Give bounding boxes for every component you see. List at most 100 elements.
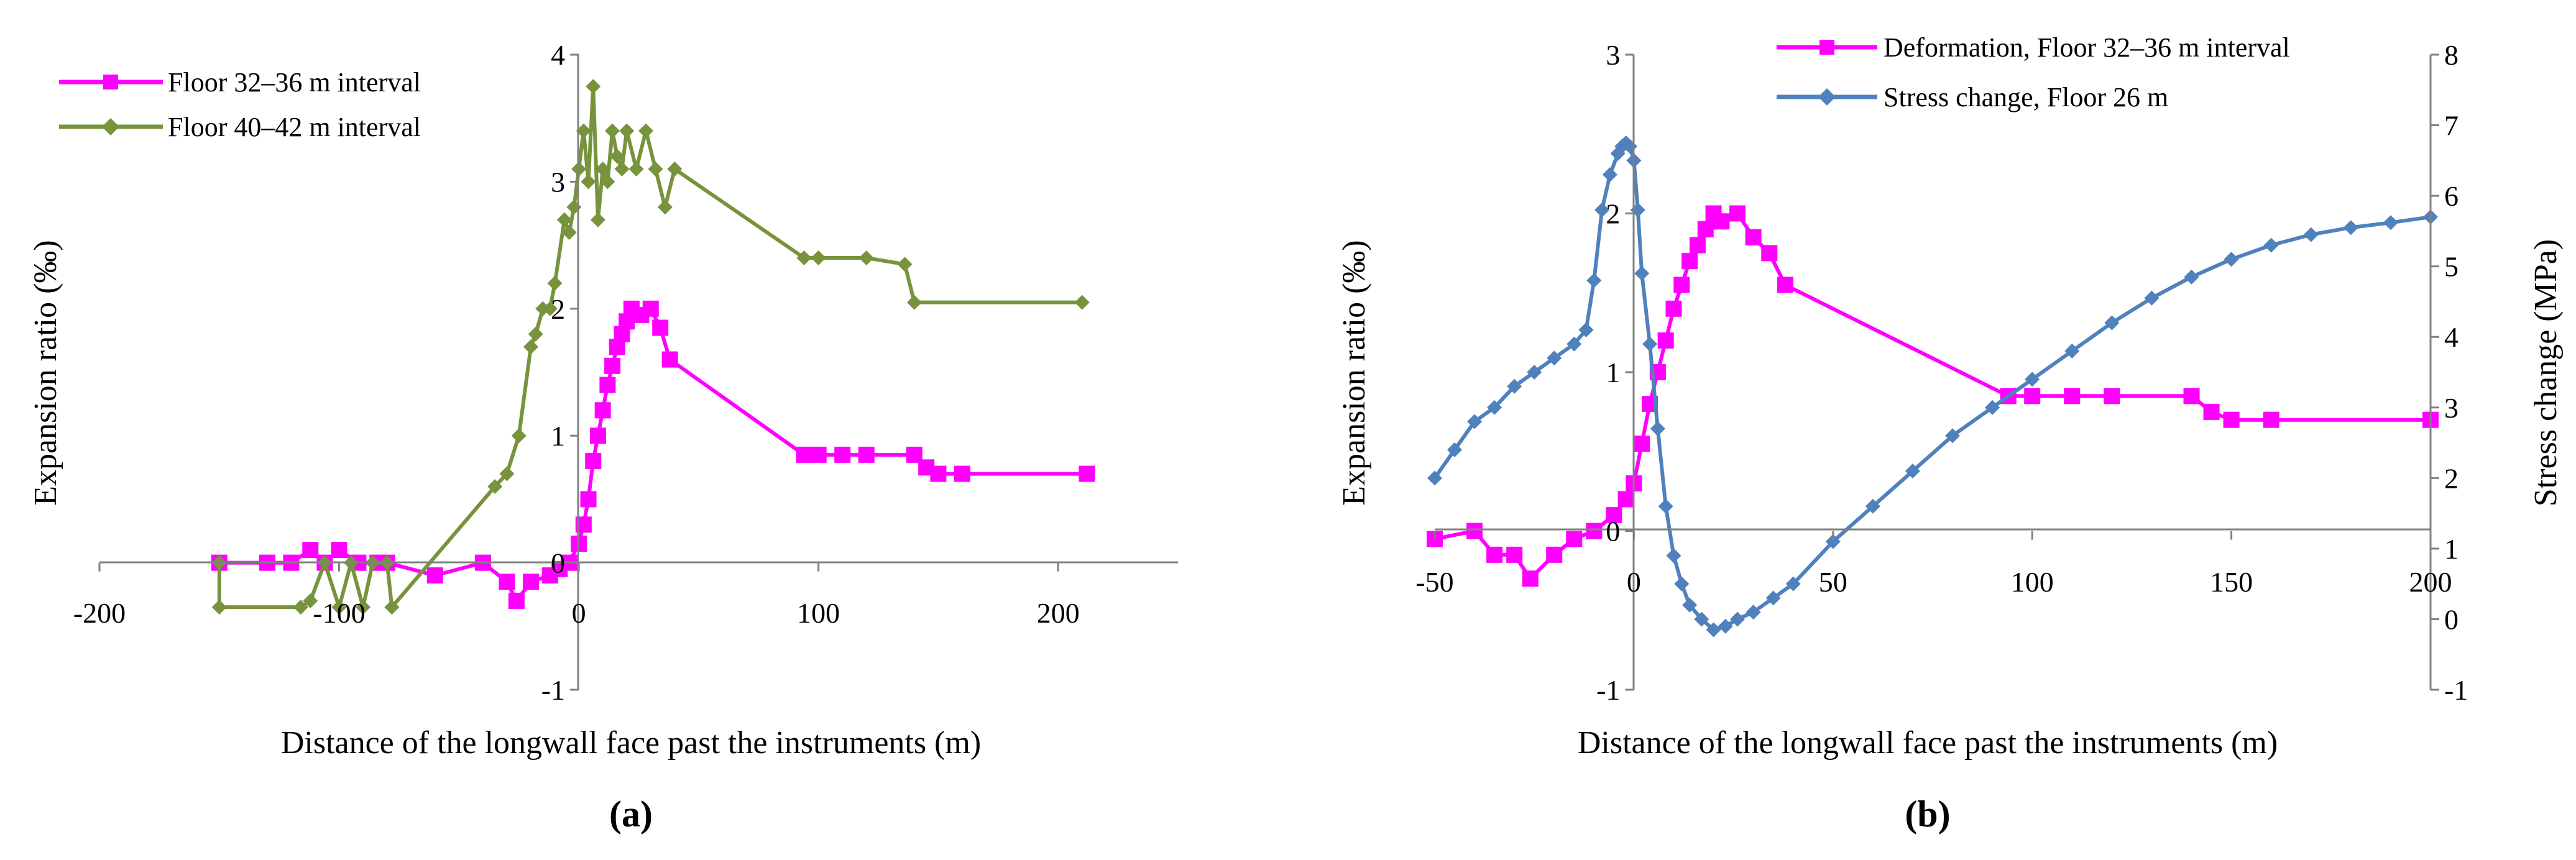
series-b-stress-change-floor-26-m-point bbox=[2383, 215, 2398, 231]
series-a-floor-32-36-m-interval-point bbox=[604, 357, 621, 374]
series-a-floor-32-36-m-interval-point bbox=[331, 542, 347, 559]
series-a-floor-40-42-m-interval-point bbox=[556, 212, 572, 227]
legend-marker-floor-40-42 bbox=[102, 118, 119, 135]
series-a-floor-32-36-m-interval-point bbox=[796, 446, 812, 463]
series-b-deformation-floor-32-36-m-interval-point bbox=[1745, 229, 1762, 245]
panel-b-y2-tick-label: 8 bbox=[2444, 39, 2459, 71]
panel-b-y2-tick-label: 1 bbox=[2444, 533, 2459, 565]
panel-b-y-tick-label: 2 bbox=[1606, 198, 1620, 230]
series-b-deformation-floor-32-36-m-interval-point bbox=[2263, 411, 2279, 428]
series-a-floor-40-42-m-interval-point bbox=[667, 161, 683, 176]
series-a-floor-32-36-m-interval-point bbox=[858, 446, 875, 463]
series-b-deformation-floor-32-36-m-interval-point bbox=[1665, 300, 1682, 317]
panel-b-y-ticks: -1 0 1 2 3 bbox=[1596, 39, 1634, 706]
panel-b-y2-tick-label: 7 bbox=[2444, 110, 2459, 142]
series-a-floor-40-42-m-interval-point bbox=[293, 600, 308, 615]
series-b-stress-change-floor-26-m-point bbox=[1650, 421, 1665, 436]
series-b-stress-change-floor-26-m-point bbox=[1985, 400, 2000, 415]
series-b-stress-change-floor-26-m-point bbox=[1642, 336, 1658, 352]
legend-label-floor-32-36: Floor 32–36 m interval bbox=[168, 67, 421, 98]
series-a-floor-32-36-m-interval-point bbox=[930, 465, 947, 482]
series-b-stress-change-floor-26-m-point bbox=[1467, 414, 1483, 429]
series-b-stress-change-floor-26-m-point bbox=[2064, 343, 2080, 359]
series-b-deformation-floor-32-36-m-interval-point bbox=[1546, 546, 1563, 563]
panel-a-y-axis-title: Expansion ratio (‰) bbox=[28, 240, 63, 505]
panel-a: -200 -100 0 100 200 -1 0 1 2 3 4 Floor 32–36 m in… bbox=[28, 39, 1178, 835]
panel-b-y-tick-label: 3 bbox=[1606, 39, 1620, 71]
series-b-stress-change-floor-26-m-point bbox=[1765, 590, 1781, 606]
series-a-floor-32-36-m-interval-point bbox=[599, 377, 616, 393]
series-b-stress-change-floor-26-m-point bbox=[1674, 576, 1690, 592]
series-b-deformation-floor-32-36-m-interval-point bbox=[1713, 213, 1730, 230]
panel-a-plot-area bbox=[211, 79, 1095, 615]
panel-b-y-axis-title: Expansion ratio (‰) bbox=[1336, 240, 1372, 505]
panel-a-y-tick-label: 1 bbox=[551, 420, 565, 452]
panel-b-y2-tick-label: 2 bbox=[2444, 462, 2459, 494]
series-a-floor-40-42-m-interval-point bbox=[542, 301, 558, 316]
panel-a-label: (a) bbox=[609, 794, 653, 835]
series-a-floor-40-42-m-interval-point bbox=[384, 600, 400, 615]
series-a-floor-40-42-m-interval-point bbox=[657, 199, 673, 215]
series-b-stress-change-floor-26-m-point bbox=[1630, 202, 1645, 217]
series-b-stress-change-floor-26-m-point bbox=[2184, 269, 2199, 285]
series-b-stress-change-floor-26-m-point bbox=[1527, 365, 1542, 380]
panel-b-plot-area bbox=[1427, 135, 2439, 638]
series-a-floor-32-36-m-interval-point bbox=[954, 465, 970, 482]
panel-a-y-tick-label: 4 bbox=[551, 39, 565, 71]
series-b-stress-change-floor-26-m-point bbox=[2303, 227, 2319, 242]
series-b-stress-change-floor-26-m-point bbox=[1666, 548, 1681, 564]
series-a-floor-32-36-m-interval-point bbox=[810, 446, 827, 463]
series-a-floor-40-42-m-interval-point bbox=[1074, 295, 1090, 310]
series-b-stress-change-floor-26-m-point bbox=[1658, 498, 1673, 514]
panel-a-x-tick-label: 200 bbox=[1037, 597, 1080, 629]
panel-b-label: (b) bbox=[1905, 794, 1950, 835]
series-b-stress-change-floor-26-m-point bbox=[1602, 167, 1617, 183]
series-b-deformation-floor-32-36-m-interval-point bbox=[2024, 388, 2041, 405]
panel-b-x-tick-label: 100 bbox=[2011, 566, 2054, 598]
panel-b-y2-tick-label: -1 bbox=[2444, 674, 2468, 706]
series-b-deformation-floor-32-36-m-interval-point bbox=[1466, 523, 1483, 539]
series-a-floor-32-36-m-interval-point bbox=[834, 446, 851, 463]
series-b-stress-change-floor-26-m-point bbox=[1487, 400, 1502, 415]
series-a-floor-40-42-m-interval-point bbox=[906, 295, 922, 310]
series-a-floor-40-42-m-interval-point bbox=[566, 199, 582, 215]
series-b-stress-change-floor-26-m-point bbox=[1746, 605, 1761, 620]
series-b-deformation-floor-32-36-m-interval-point bbox=[1634, 435, 1650, 452]
series-b-deformation-floor-32-36-m-interval-point bbox=[1777, 277, 1793, 293]
series-b-deformation-floor-32-36-m-interval-point bbox=[1673, 277, 1690, 293]
panel-b-y2-axis-title: Stress change (MPa) bbox=[2528, 239, 2564, 506]
panel-a-x-ticks: -200 -100 0 100 200 bbox=[73, 562, 1080, 629]
panel-b-x-tick-label: 0 bbox=[1627, 566, 1641, 598]
series-a-floor-40-42-m-interval-point bbox=[576, 123, 591, 139]
series-b-deformation-floor-32-36-m-interval-point bbox=[2104, 388, 2120, 405]
series-b-deformation-floor-32-36-m-interval-point bbox=[1617, 491, 1634, 508]
series-a-floor-32-36-m-interval-point bbox=[508, 592, 525, 609]
series-b-stress-change-floor-26-m-point bbox=[1634, 266, 1650, 281]
legend-label-floor-40-42: Floor 40–42 m interval bbox=[168, 112, 421, 142]
series-b-stress-change-floor-26-m-point bbox=[1718, 618, 1733, 634]
series-a-floor-40-42-m-interval-line bbox=[217, 85, 1082, 610]
series-a-floor-40-42-m-interval-point bbox=[638, 123, 654, 139]
series-a-floor-40-42-m-interval-point bbox=[609, 149, 625, 164]
series-a-floor-40-42-m-interval-point bbox=[590, 212, 605, 227]
series-b-deformation-floor-32-36-m-interval-point bbox=[1486, 546, 1503, 563]
series-b-stress-change-floor-26-m-point bbox=[1730, 611, 1746, 627]
series-a-floor-40-42-m-interval-point bbox=[586, 79, 601, 94]
series-a-floor-32-36-m-interval-point bbox=[580, 491, 597, 508]
series-b-deformation-floor-32-36-m-interval-point bbox=[1761, 245, 1778, 262]
series-a-floor-40-42-m-interval-point bbox=[523, 339, 538, 355]
series-b-stress-change-floor-26-m-line bbox=[1433, 140, 2431, 632]
panel-b-y-tick-label: 0 bbox=[1606, 516, 1620, 547]
panel-b-y2-tick-label: 3 bbox=[2444, 392, 2459, 424]
series-b-deformation-floor-32-36-m-interval-point bbox=[2223, 411, 2240, 428]
panel-b-y2-tick-label: 4 bbox=[2444, 321, 2459, 353]
series-a-floor-40-42-m-interval-point bbox=[897, 257, 913, 272]
panel-b-x-axis-title: Distance of the longwall face past the i… bbox=[1578, 725, 2278, 761]
series-b-stress-change-floor-26-m-point bbox=[1905, 463, 1920, 478]
series-b-deformation-floor-32-36-m-interval-point bbox=[1697, 221, 1714, 238]
series-b-stress-change-floor-26-m-point bbox=[2144, 290, 2160, 306]
series-b-deformation-floor-32-36-m-interval-point bbox=[1522, 570, 1539, 587]
series-a-floor-32-36-m-interval-point bbox=[523, 574, 539, 590]
series-b-stress-change-floor-26-m-point bbox=[1566, 336, 1582, 352]
legend-marker-stress-change bbox=[1818, 88, 1836, 106]
